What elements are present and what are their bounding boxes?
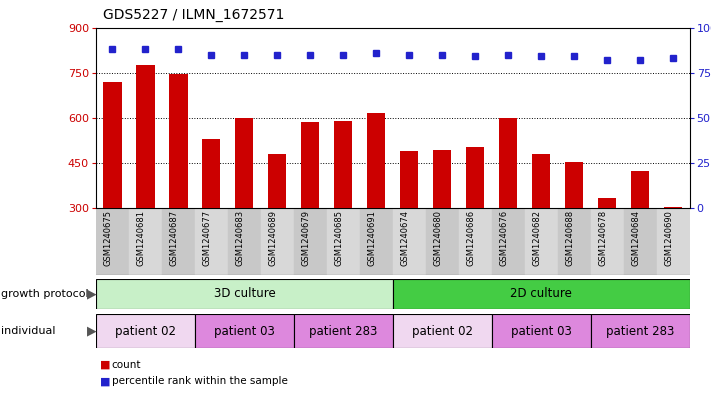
Text: patient 02: patient 02: [412, 325, 473, 338]
Bar: [433, 149, 451, 208]
Bar: [492, 314, 591, 348]
Text: count: count: [112, 360, 141, 370]
Bar: [294, 208, 327, 275]
Bar: [261, 208, 294, 275]
Bar: [492, 208, 525, 275]
Bar: [327, 208, 360, 275]
Text: 2D culture: 2D culture: [510, 287, 572, 300]
Bar: [525, 208, 557, 275]
Text: ■: ■: [100, 376, 110, 386]
Bar: [392, 208, 426, 275]
Text: patient 283: patient 283: [309, 325, 378, 338]
Text: patient 03: patient 03: [510, 325, 572, 338]
Bar: [169, 74, 188, 208]
Bar: [557, 208, 591, 275]
Bar: [96, 279, 392, 309]
Bar: [598, 198, 616, 208]
Text: GSM1240676: GSM1240676: [499, 209, 508, 266]
Text: GSM1240684: GSM1240684: [631, 209, 640, 266]
Text: ■: ■: [100, 360, 110, 370]
Text: GSM1240688: GSM1240688: [565, 209, 574, 266]
Bar: [624, 208, 657, 275]
Bar: [334, 121, 353, 208]
Text: patient 283: patient 283: [606, 325, 675, 338]
Text: GSM1240689: GSM1240689: [268, 209, 277, 266]
Bar: [631, 171, 649, 208]
Bar: [466, 147, 484, 208]
Text: ▶: ▶: [87, 325, 97, 338]
Bar: [203, 139, 220, 208]
Bar: [195, 314, 294, 348]
Bar: [459, 208, 492, 275]
Bar: [294, 314, 392, 348]
Text: GSM1240687: GSM1240687: [169, 209, 178, 266]
Bar: [400, 151, 418, 208]
Text: GDS5227 / ILMN_1672571: GDS5227 / ILMN_1672571: [103, 7, 284, 22]
Bar: [268, 154, 287, 208]
Text: GSM1240675: GSM1240675: [104, 209, 112, 266]
Text: patient 03: patient 03: [214, 325, 275, 338]
Text: GSM1240690: GSM1240690: [664, 209, 673, 266]
Bar: [235, 118, 254, 208]
Bar: [368, 113, 385, 208]
Text: GSM1240680: GSM1240680: [433, 209, 442, 266]
Bar: [162, 208, 195, 275]
Bar: [392, 279, 690, 309]
Text: GSM1240674: GSM1240674: [400, 209, 410, 266]
Bar: [426, 208, 459, 275]
Bar: [137, 65, 154, 208]
Bar: [565, 162, 583, 208]
Bar: [392, 314, 492, 348]
Text: GSM1240691: GSM1240691: [368, 209, 376, 266]
Text: GSM1240679: GSM1240679: [301, 209, 311, 266]
Bar: [664, 207, 683, 208]
Bar: [591, 314, 690, 348]
Text: GSM1240685: GSM1240685: [334, 209, 343, 266]
Text: patient 02: patient 02: [115, 325, 176, 338]
Text: GSM1240678: GSM1240678: [598, 209, 607, 266]
Text: GSM1240686: GSM1240686: [466, 209, 475, 266]
Bar: [195, 208, 228, 275]
Bar: [96, 314, 195, 348]
Bar: [499, 118, 518, 208]
Text: 3D culture: 3D culture: [213, 287, 275, 300]
Bar: [532, 154, 550, 208]
Bar: [228, 208, 261, 275]
Text: GSM1240683: GSM1240683: [235, 209, 245, 266]
Text: percentile rank within the sample: percentile rank within the sample: [112, 376, 287, 386]
Text: growth protocol: growth protocol: [1, 289, 89, 299]
Text: GSM1240681: GSM1240681: [137, 209, 146, 266]
Bar: [96, 208, 129, 275]
Bar: [360, 208, 392, 275]
Text: GSM1240677: GSM1240677: [203, 209, 211, 266]
Bar: [129, 208, 162, 275]
Text: individual: individual: [1, 326, 56, 336]
Text: ▶: ▶: [87, 287, 97, 300]
Bar: [591, 208, 624, 275]
Bar: [301, 122, 319, 208]
Bar: [657, 208, 690, 275]
Text: GSM1240682: GSM1240682: [533, 209, 541, 266]
Bar: [103, 82, 122, 208]
